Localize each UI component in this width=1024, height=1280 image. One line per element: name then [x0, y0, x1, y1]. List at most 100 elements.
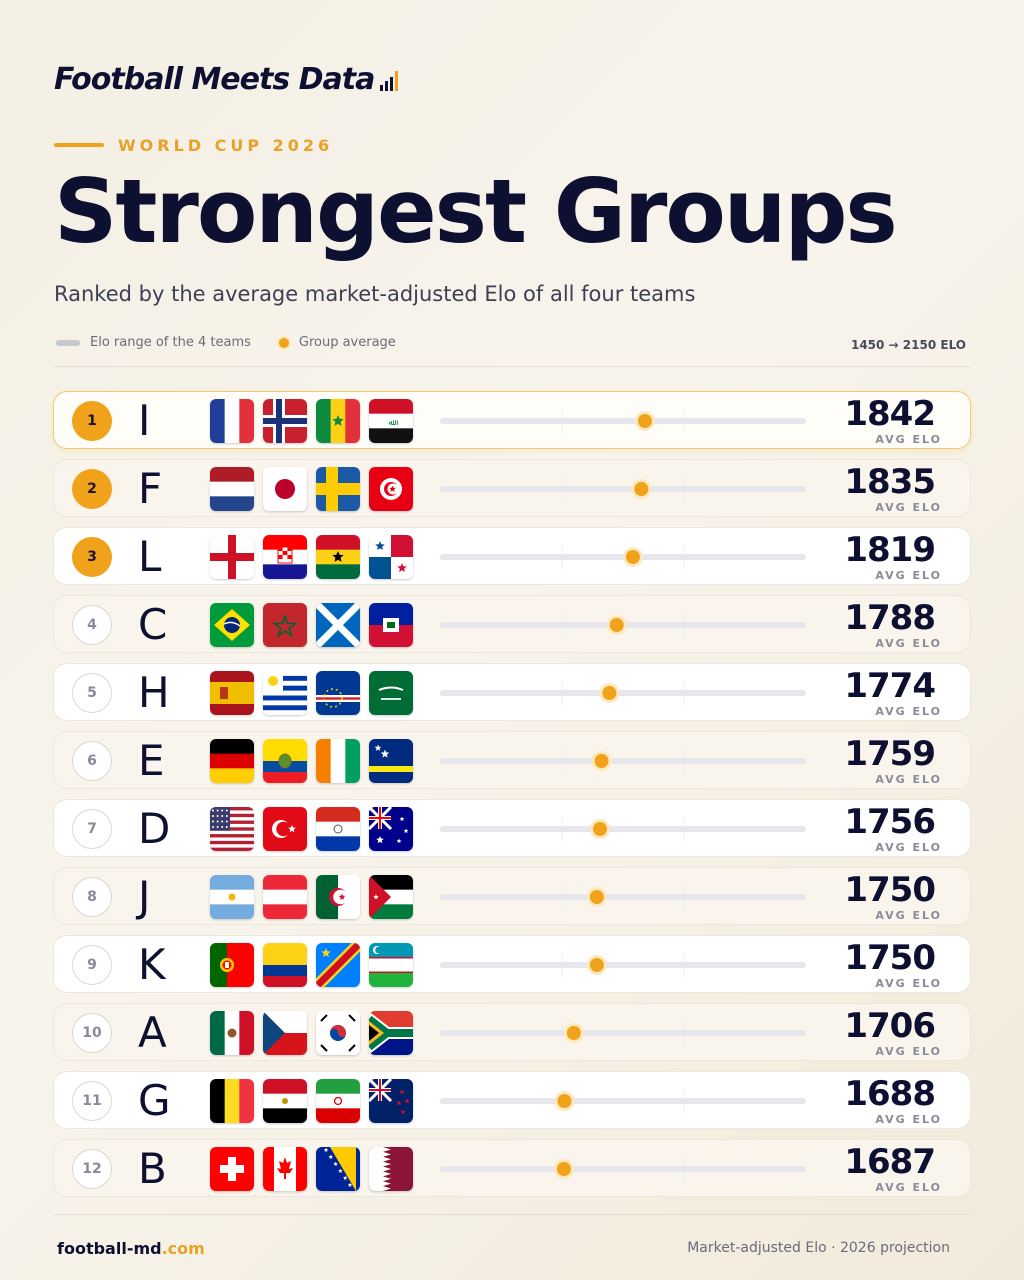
team-flags	[210, 1147, 413, 1191]
elo-range-track	[440, 1085, 806, 1117]
flag-paraguay-icon	[316, 807, 360, 851]
group-average-dot	[634, 482, 649, 496]
rank-badge: 7	[72, 809, 112, 849]
brand-logo: Football Meets Data	[54, 62, 399, 97]
group-row: 5 H 1774 AVG ELO	[53, 663, 971, 721]
flag-morocco-icon	[263, 603, 307, 647]
avg-elo-value: 1688	[844, 1074, 936, 1114]
kicker: WORLD CUP 2026	[118, 136, 334, 155]
flag-spain-icon	[210, 671, 254, 715]
flag-germany-icon	[210, 739, 254, 783]
group-letter: A	[138, 1008, 167, 1057]
rank-badge: 5	[72, 673, 112, 713]
avg-elo-label: AVG ELO	[875, 1181, 942, 1194]
team-flags	[210, 875, 413, 919]
avg-elo-label: AVG ELO	[875, 841, 942, 854]
avg-elo-value: 1835	[844, 462, 936, 502]
group-average-dot	[556, 1162, 571, 1176]
avg-elo-value: 1687	[844, 1142, 936, 1182]
group-row: 4 C 1788 AVG ELO	[53, 595, 971, 653]
footer-note: Market-adjusted Elo · 2026 projection	[687, 1240, 950, 1256]
team-flags	[210, 1011, 413, 1055]
avg-elo-label: AVG ELO	[875, 1113, 942, 1126]
avg-elo-label: AVG ELO	[875, 909, 942, 922]
flag-uruguay-icon	[263, 671, 307, 715]
page-title: Strongest Groups	[54, 160, 898, 263]
flag-argentina-icon	[210, 875, 254, 919]
legend: Elo range of the 4 teams Group average	[56, 335, 396, 350]
group-row: 10 A 1706 AVG ELO	[53, 1003, 971, 1061]
group-average-dot	[625, 550, 640, 564]
elo-range-track	[440, 1153, 806, 1185]
flag-portugal-icon	[210, 943, 254, 987]
elo-range-track	[440, 813, 806, 845]
group-average-dot	[566, 1026, 581, 1040]
legend-average-label: Group average	[298, 335, 396, 350]
flag-dr-congo-icon	[316, 943, 360, 987]
flag-south-korea-icon	[316, 1011, 360, 1055]
flag-brazil-icon	[210, 603, 254, 647]
flag-belgium-icon	[210, 1079, 254, 1123]
team-flags	[210, 535, 413, 579]
flag-tunisia-icon	[369, 467, 413, 511]
group-row: 8 J 1750 AVG ELO	[53, 867, 971, 925]
flag-senegal-icon	[316, 399, 360, 443]
flag-iraq-icon: ﷲ	[369, 399, 413, 443]
flag-austria-icon	[263, 875, 307, 919]
page-subtitle: Ranked by the average market-adjusted El…	[54, 282, 696, 306]
group-letter: H	[138, 668, 170, 717]
group-average-dot	[602, 686, 617, 700]
flag-jordan-icon	[369, 875, 413, 919]
group-row: 6 E 1759 AVG ELO	[53, 731, 971, 789]
group-row: 3 L 1819 AVG ELO	[53, 527, 971, 585]
footer-site[interactable]: football-md.com	[57, 1239, 205, 1258]
team-flags	[210, 739, 413, 783]
flag-bosnia-icon	[316, 1147, 360, 1191]
group-letter: C	[138, 600, 168, 649]
flag-norway-icon	[263, 399, 307, 443]
rank-badge: 4	[72, 605, 112, 645]
flag-haiti-icon	[369, 603, 413, 647]
flag-cape-verde-icon	[316, 671, 360, 715]
rank-badge: 3	[72, 537, 112, 577]
elo-range-track	[440, 473, 806, 505]
flag-ivory-coast-icon	[316, 739, 360, 783]
flag-panama-icon	[369, 535, 413, 579]
bar-chart-icon	[380, 71, 399, 91]
flag-sweden-icon	[316, 467, 360, 511]
avg-elo-label: AVG ELO	[875, 501, 942, 514]
group-letter: D	[138, 804, 171, 853]
rank-badge: 1	[72, 401, 112, 441]
team-flags	[210, 807, 413, 851]
group-row: 12 B 1687 AVG ELO	[53, 1139, 971, 1197]
flag-switzerland-icon	[210, 1147, 254, 1191]
footer-site-name: football-md	[57, 1239, 162, 1258]
divider	[54, 1214, 970, 1215]
range-swatch-icon	[56, 339, 80, 346]
group-letter: I	[138, 396, 151, 445]
group-average-dot	[594, 754, 609, 768]
team-flags	[210, 467, 413, 511]
flag-england-icon	[210, 535, 254, 579]
brand-name: Football Meets Data	[54, 62, 375, 97]
group-letter: F	[138, 464, 163, 513]
rank-badge: 11	[72, 1081, 112, 1121]
avg-elo-value: 1756	[844, 802, 936, 842]
group-letter: G	[138, 1076, 171, 1125]
avg-elo-value: 1706	[844, 1006, 936, 1046]
flag-uzbekistan-icon	[369, 943, 413, 987]
group-row: 7 D 1756 AVG ELO	[53, 799, 971, 857]
flag-czechia-icon	[263, 1011, 307, 1055]
flag-egypt-icon	[263, 1079, 307, 1123]
avg-elo-label: AVG ELO	[875, 637, 942, 650]
elo-range-track	[440, 609, 806, 641]
flag-canada-icon	[263, 1147, 307, 1191]
avg-elo-label: AVG ELO	[875, 773, 942, 786]
flag-ghana-icon	[316, 535, 360, 579]
team-flags	[210, 603, 413, 647]
flag-netherlands-icon	[210, 467, 254, 511]
flag-mexico-icon	[210, 1011, 254, 1055]
flag-curacao-icon	[369, 739, 413, 783]
avg-elo-label: AVG ELO	[875, 1045, 942, 1058]
rank-badge: 9	[72, 945, 112, 985]
